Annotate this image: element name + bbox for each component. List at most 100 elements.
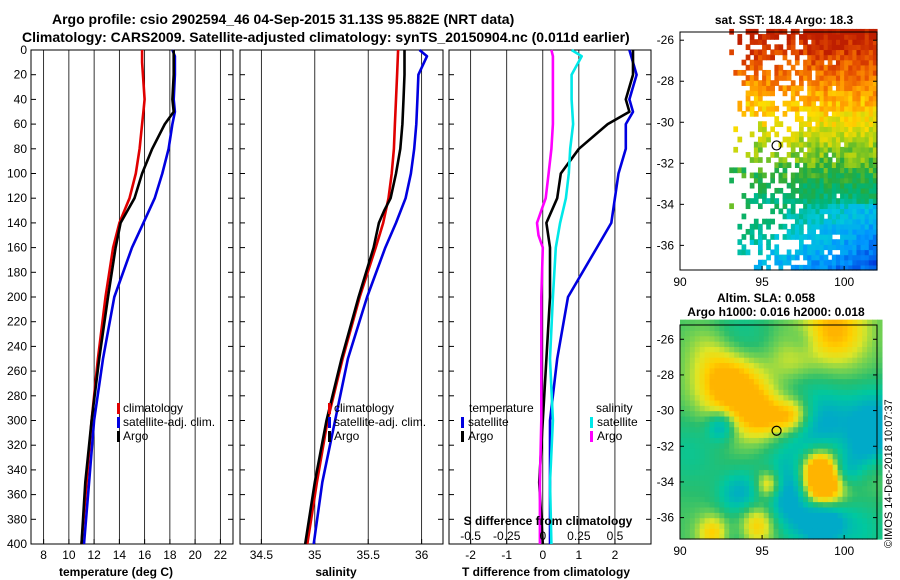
- sla-cell: [872, 399, 878, 406]
- sla-cell: [724, 490, 730, 497]
- sst-cell: [807, 95, 812, 102]
- sla-cell: [680, 485, 686, 492]
- sst-cell: [856, 152, 862, 158]
- sst-cell: [803, 198, 808, 204]
- sla-cell: [714, 464, 720, 471]
- sst-cell: [831, 110, 837, 117]
- sla-cell: [729, 501, 735, 508]
- sst-cell: [815, 223, 821, 230]
- sst-cell: [868, 146, 874, 153]
- sst-cell: [815, 69, 821, 76]
- sla-cell: [763, 389, 770, 396]
- sla-cell: [867, 415, 873, 422]
- sla-cell: [867, 533, 873, 540]
- sla-cell: [793, 522, 799, 529]
- sla-cell: [847, 453, 853, 460]
- sla-cell: [867, 341, 873, 347]
- sla-cell: [709, 528, 716, 535]
- sla-cell: [748, 437, 755, 444]
- sla-cell: [744, 335, 750, 342]
- difference-series-salinity-argo: [535, 49, 555, 544]
- sla-cell: [689, 437, 696, 444]
- sst-cell: [753, 172, 759, 179]
- sla-cell: [719, 383, 725, 390]
- sst-cell: [786, 44, 792, 51]
- sla-cell: [694, 399, 701, 406]
- sst-cell: [753, 39, 759, 45]
- sst-cell: [844, 100, 849, 107]
- sst-cell: [848, 152, 853, 158]
- sla-cell: [680, 341, 686, 347]
- sla-cell: [798, 474, 804, 481]
- sla-cell: [753, 405, 760, 412]
- sla-cell: [714, 517, 720, 524]
- sst-cell: [856, 59, 862, 66]
- sla-cell: [783, 367, 789, 374]
- sla-cell: [812, 474, 819, 481]
- sst-cell: [831, 177, 837, 184]
- sla-cell: [763, 341, 770, 347]
- sst-cell: [831, 162, 837, 169]
- sla-cell: [842, 458, 849, 465]
- sla-cell: [803, 362, 809, 369]
- sla-cell: [808, 399, 814, 406]
- sst-cell: [827, 80, 833, 86]
- sla-cell: [817, 480, 824, 487]
- sla-cell: [822, 485, 829, 492]
- sla-cell: [788, 399, 794, 406]
- sst-cell: [872, 75, 878, 81]
- sla-cell: [867, 506, 873, 513]
- sla-cell: [842, 506, 849, 513]
- sla-cell: [768, 394, 775, 401]
- sla-cell: [758, 453, 765, 460]
- sst-cell: [827, 223, 833, 230]
- sst-cell: [790, 95, 796, 102]
- sla-cell: [817, 378, 824, 385]
- sla-cell: [768, 448, 775, 454]
- sla-cell: [744, 474, 750, 481]
- sla-cell: [783, 394, 789, 401]
- sst-cell: [807, 228, 812, 235]
- sla-cell: [872, 378, 878, 385]
- sst-cell: [831, 39, 837, 45]
- sst-cell: [774, 203, 780, 210]
- sla-cell: [857, 480, 863, 487]
- sla-cell: [817, 490, 824, 497]
- sla-cell: [694, 512, 701, 519]
- difference-xlabel: T difference from climatology: [462, 565, 630, 579]
- sla-cell: [852, 399, 858, 406]
- sla-cell: [719, 485, 725, 492]
- sla-cell: [827, 367, 834, 374]
- sla-cell: [793, 453, 799, 460]
- sla-cell: [744, 325, 750, 331]
- sla-cell: [822, 533, 829, 540]
- sla-cell: [822, 512, 829, 519]
- temperature-ytick-label: 20: [14, 68, 28, 82]
- sla-cell: [763, 469, 770, 476]
- sst-cell: [848, 126, 853, 133]
- sla-cell: [709, 448, 716, 454]
- sla-cell: [827, 437, 834, 444]
- sst-cell: [811, 95, 817, 102]
- sst-cell: [823, 177, 829, 184]
- sst-cell: [852, 182, 858, 189]
- sla-cell: [852, 485, 858, 492]
- sla-map-argo-marker: [771, 425, 782, 436]
- sla-cell: [684, 335, 691, 342]
- sla-cell: [724, 512, 730, 519]
- sst-cell: [844, 172, 849, 179]
- sla-cell: [704, 512, 711, 519]
- sla-cell: [803, 458, 809, 465]
- sst-cell: [864, 64, 870, 71]
- sla-cell: [842, 469, 849, 476]
- sst-cell: [835, 136, 841, 143]
- sst-cell: [864, 208, 870, 215]
- sla-cell: [847, 351, 853, 358]
- sla-cell: [694, 442, 701, 449]
- sla-cell: [852, 522, 858, 529]
- sla-cell: [758, 367, 765, 374]
- sst-cell: [815, 85, 821, 92]
- sla-cell: [709, 501, 716, 508]
- sla-cell: [744, 490, 750, 497]
- sst-cell: [819, 126, 825, 133]
